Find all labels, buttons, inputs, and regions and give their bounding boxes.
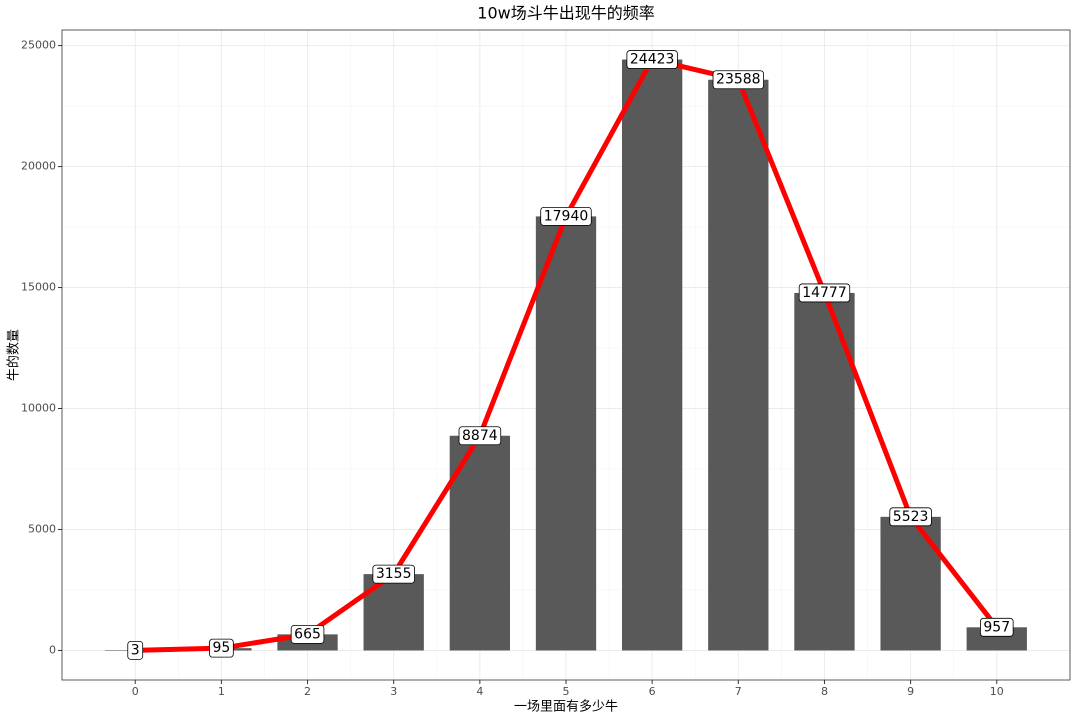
data-label-box — [889, 507, 932, 527]
x-tick-label: 10 — [990, 685, 1004, 698]
x-tick-label: 2 — [304, 685, 311, 698]
data-label: 3 — [131, 642, 140, 658]
data-label: 5523 — [893, 509, 929, 525]
data-label: 17940 — [544, 208, 589, 224]
x-tick-label: 1 — [218, 685, 225, 698]
x-tick-label: 4 — [476, 685, 483, 698]
x-tick-label: 3 — [390, 685, 397, 698]
data-label: 3155 — [376, 566, 412, 582]
data-label: 95 — [212, 640, 230, 656]
data-label: 24423 — [630, 52, 675, 68]
y-tick-label: 25000 — [21, 39, 56, 52]
y-axis-title: 牛的数量 — [6, 329, 22, 381]
y-tick-label: 10000 — [21, 402, 56, 415]
y-tick-label: 15000 — [21, 281, 56, 294]
data-label-box — [372, 564, 415, 584]
data-label-box — [458, 426, 502, 446]
x-tick-label: 0 — [132, 685, 139, 698]
data-label-box — [798, 283, 851, 303]
x-axis-title: 一场里面有多少牛 — [514, 699, 618, 715]
data-label: 14777 — [802, 285, 847, 301]
data-label-box — [626, 50, 678, 69]
x-tick-label: 8 — [821, 685, 828, 698]
data-label-box — [209, 638, 234, 658]
data-label: 957 — [983, 619, 1010, 635]
x-tick-label: 5 — [563, 685, 570, 698]
y-tick-label: 20000 — [21, 160, 56, 173]
data-label-box — [980, 617, 1014, 637]
data-label: 8874 — [462, 428, 498, 444]
data-label-box — [540, 206, 592, 226]
bar — [708, 79, 769, 651]
y-tick-label: 0 — [49, 643, 56, 656]
x-tick-label: 9 — [907, 685, 914, 698]
bar — [535, 216, 597, 651]
bar — [794, 292, 855, 651]
chart-title: 10w场斗牛出现牛的频率 — [477, 4, 654, 23]
panel-border — [61, 29, 1071, 681]
data-label-box — [290, 624, 325, 644]
x-tick-label: 7 — [735, 685, 742, 698]
data-label: 665 — [294, 626, 321, 642]
bar — [363, 574, 424, 651]
data-label-box — [712, 70, 764, 90]
bar — [880, 516, 941, 651]
x-tick-label: 6 — [649, 685, 656, 698]
data-label: 23588 — [716, 72, 761, 88]
y-tick-label: 5000 — [28, 522, 56, 535]
data-label-box — [127, 640, 144, 660]
bar — [622, 59, 683, 651]
